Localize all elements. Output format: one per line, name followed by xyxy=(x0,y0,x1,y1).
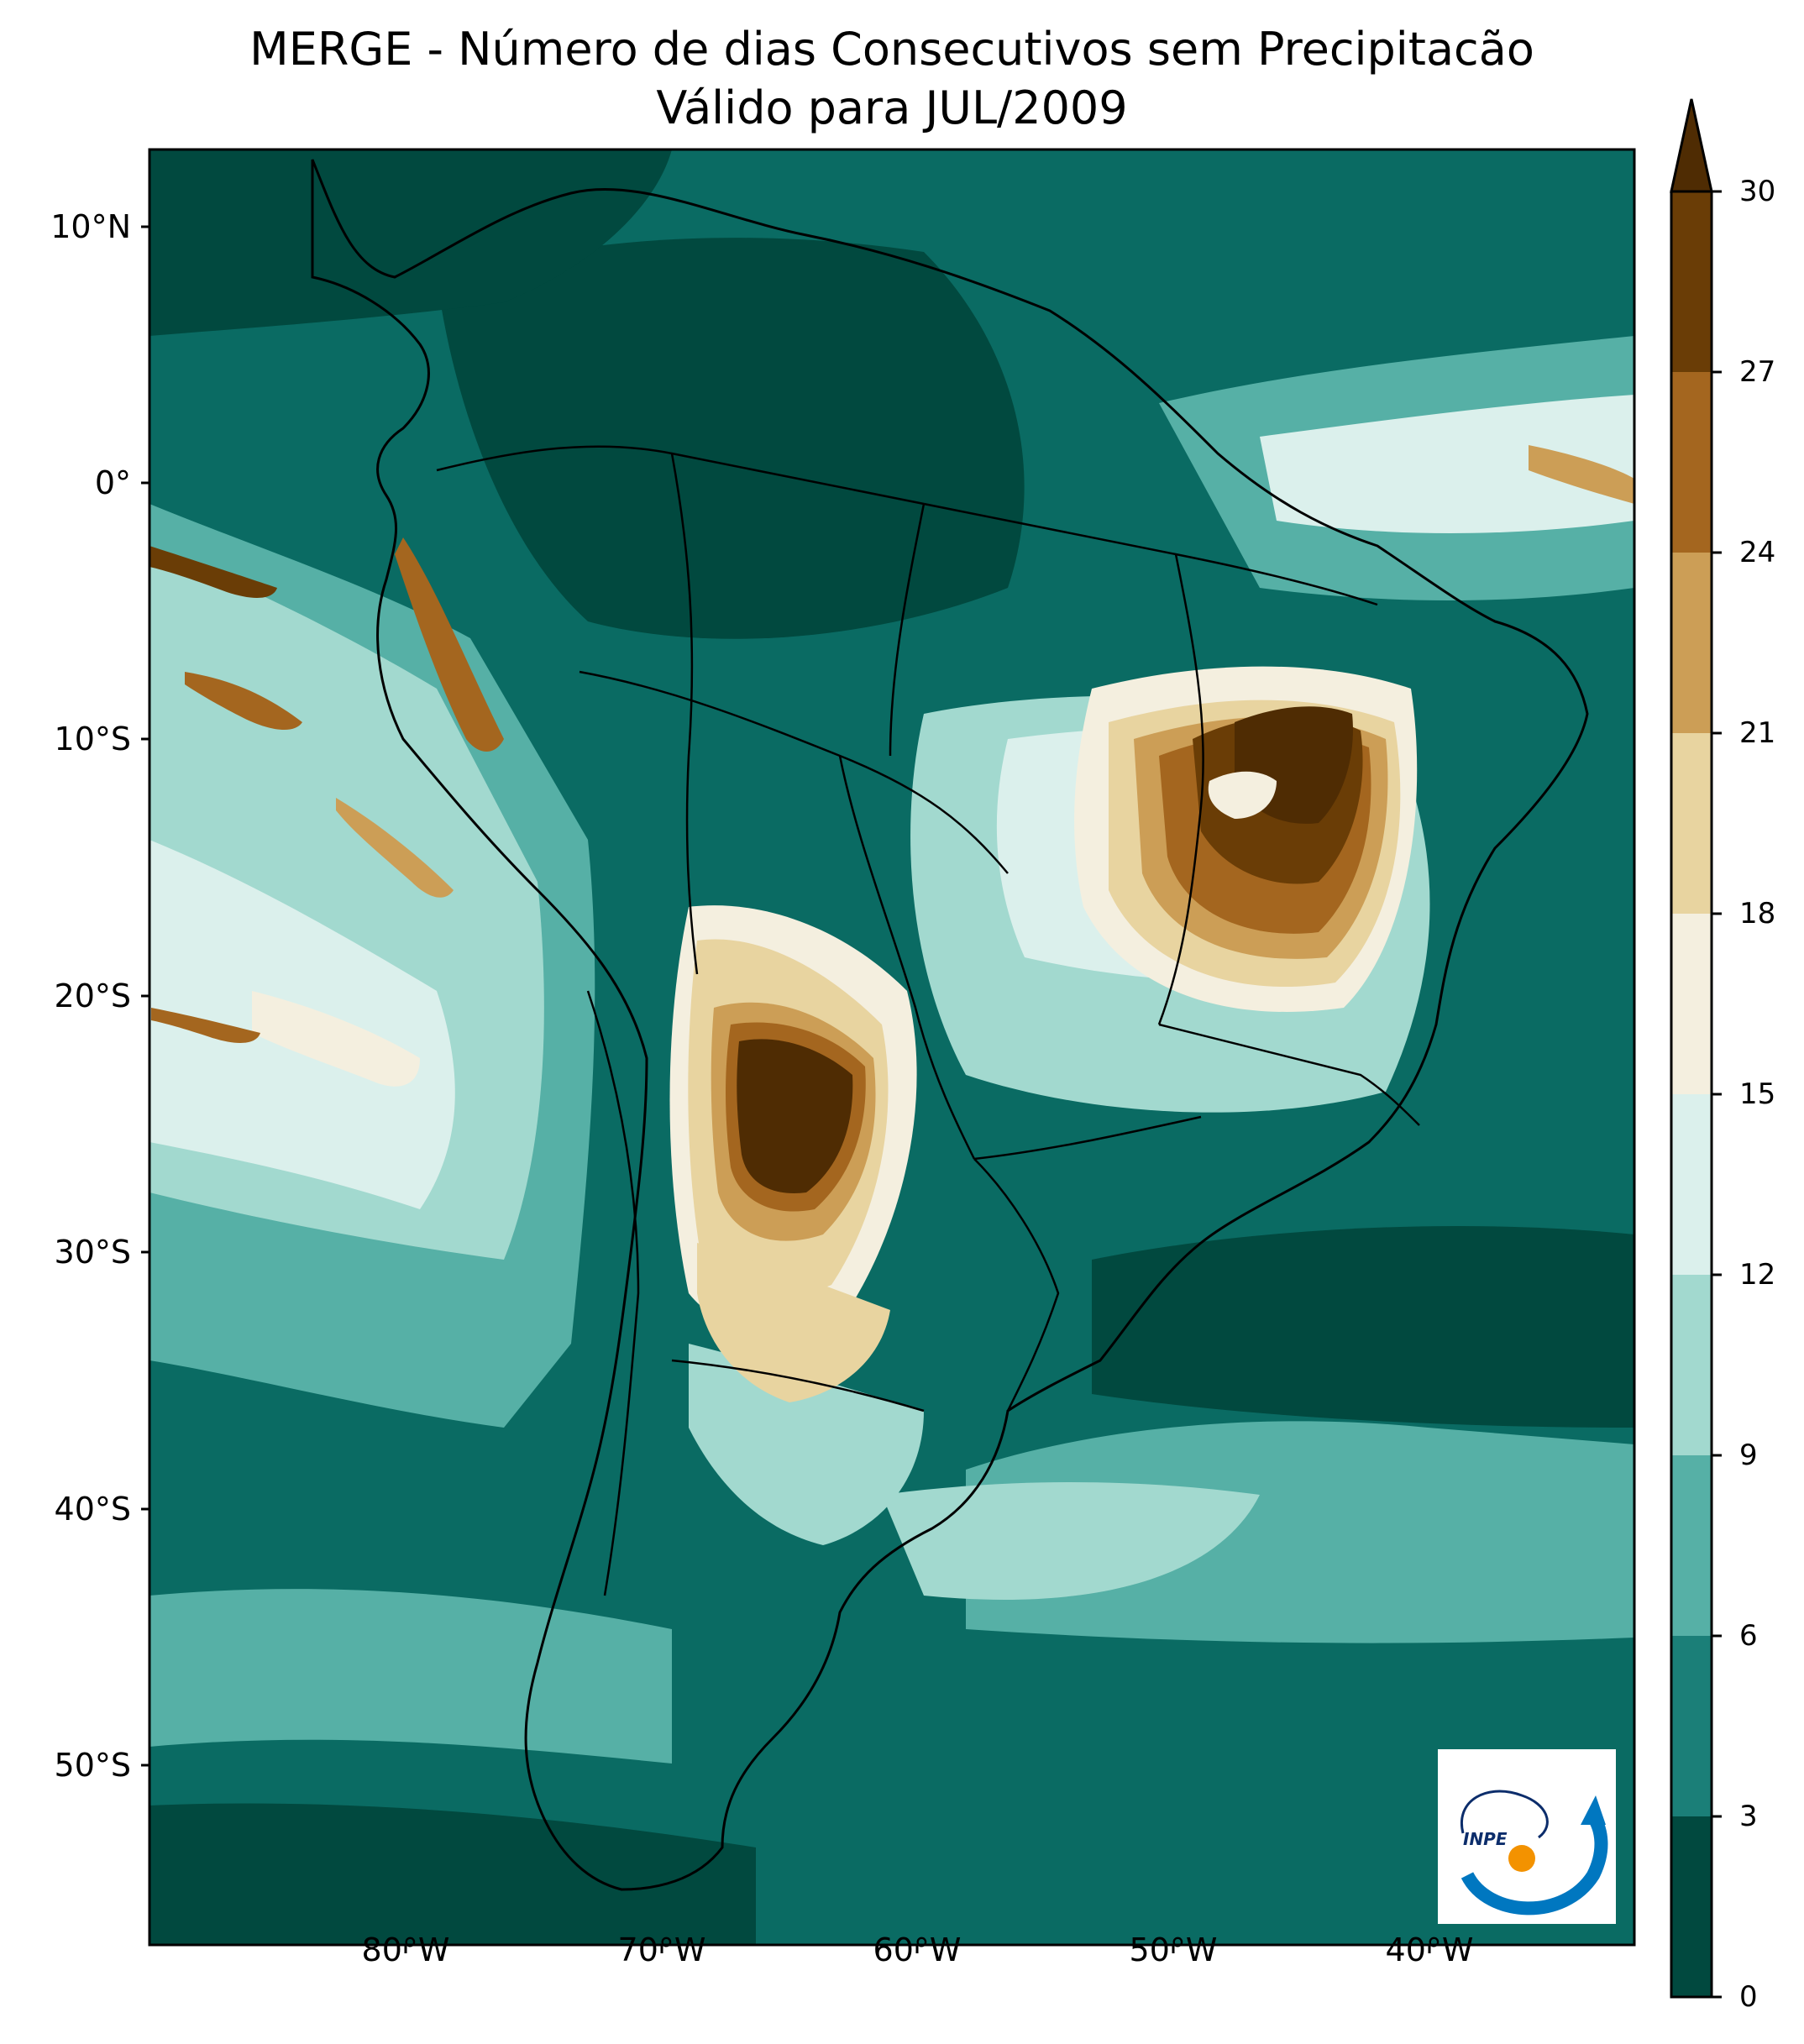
colorbar-bin xyxy=(1671,1094,1712,1275)
pacific-streak-4 xyxy=(151,1008,260,1043)
inpe-logo-text: INPE xyxy=(1463,1829,1508,1849)
inpe-logo: INPE xyxy=(1438,1749,1616,1924)
country-borders xyxy=(436,445,1420,1596)
map-title: MERGE - Número de dias Consecutivos sem … xyxy=(249,23,1534,76)
colorbar-tick-label: 24 xyxy=(1739,536,1776,569)
southern-light-band xyxy=(149,1589,672,1764)
colorbar-bin xyxy=(1671,1636,1712,1816)
central-argentina-tan xyxy=(697,1243,890,1402)
colorbar-bin xyxy=(1671,1816,1712,1997)
lon-label-80w: 80°W xyxy=(361,1931,450,1968)
south-america-coastline xyxy=(311,159,1589,1891)
pacific-streak-1 xyxy=(149,546,277,598)
peru-coast-streak xyxy=(395,537,504,752)
chaco-dark-brown xyxy=(737,1039,853,1193)
colorbar-tick-label: 21 xyxy=(1739,716,1776,750)
colorbar-extend-arrow xyxy=(1670,98,1713,193)
colorbar-tick-label: 6 xyxy=(1739,1619,1758,1653)
atlantic-ne-streak xyxy=(1529,445,1634,504)
colorbar-tick-label: 15 xyxy=(1739,1077,1776,1111)
pacific-streak-3 xyxy=(336,798,454,898)
pacific-cream-band xyxy=(252,991,420,1087)
colorbar-bin xyxy=(1671,914,1712,1094)
atlantic-pale-band-south xyxy=(882,1482,1260,1600)
colorbar-tick-label: 0 xyxy=(1739,1980,1758,2014)
lat-label-10s: 10°S xyxy=(54,721,131,757)
lon-label-70w: 70°W xyxy=(617,1931,706,1968)
lat-label-0: 0° xyxy=(94,464,131,501)
lon-label-40w: 40°W xyxy=(1385,1931,1474,1968)
colorbar-tick-label: 27 xyxy=(1739,355,1776,389)
ne-brazil-inner-cream xyxy=(1208,771,1277,819)
lat-label-50s: 50°S xyxy=(54,1747,131,1784)
amazon-dark xyxy=(437,238,1025,639)
map-subtitle: Válido para JUL/2009 xyxy=(656,81,1128,134)
colorbar-bin xyxy=(1671,1275,1712,1455)
atlantic-light-band-south xyxy=(966,1421,1634,1643)
colorbar-bin xyxy=(1671,191,1712,372)
colorbar-tick-label: 9 xyxy=(1739,1439,1758,1472)
colorbar-bin xyxy=(1671,733,1712,914)
southern-ocean-dark xyxy=(149,1803,756,1945)
lat-label-30s: 30°S xyxy=(54,1234,131,1271)
north-dark xyxy=(149,149,672,336)
colorbar-bin xyxy=(1671,372,1712,553)
map-frame xyxy=(148,148,1636,1947)
colorbar-tick-label: 30 xyxy=(1739,175,1776,208)
colorbar-tick-label: 18 xyxy=(1739,897,1776,930)
lat-label-40s: 40°S xyxy=(54,1491,131,1528)
pacific-streak-2 xyxy=(185,672,302,731)
colorbar-tick-label: 3 xyxy=(1739,1800,1758,1833)
lon-label-50w: 50°W xyxy=(1129,1931,1218,1968)
lon-label-60w: 60°W xyxy=(873,1931,962,1968)
colorbar-bin xyxy=(1671,553,1712,733)
colorbar-bin xyxy=(1671,1455,1712,1636)
lat-label-10n: 10°N xyxy=(50,208,131,245)
axis-ticks xyxy=(141,225,1431,1953)
colorbar-tick-label: 12 xyxy=(1739,1258,1776,1292)
south-atlantic-dark xyxy=(1092,1226,1634,1428)
lat-label-20s: 20°S xyxy=(54,977,131,1014)
inpe-logo-icon xyxy=(1461,1790,1608,1916)
atlantic-pale-band-north xyxy=(1260,395,1634,533)
